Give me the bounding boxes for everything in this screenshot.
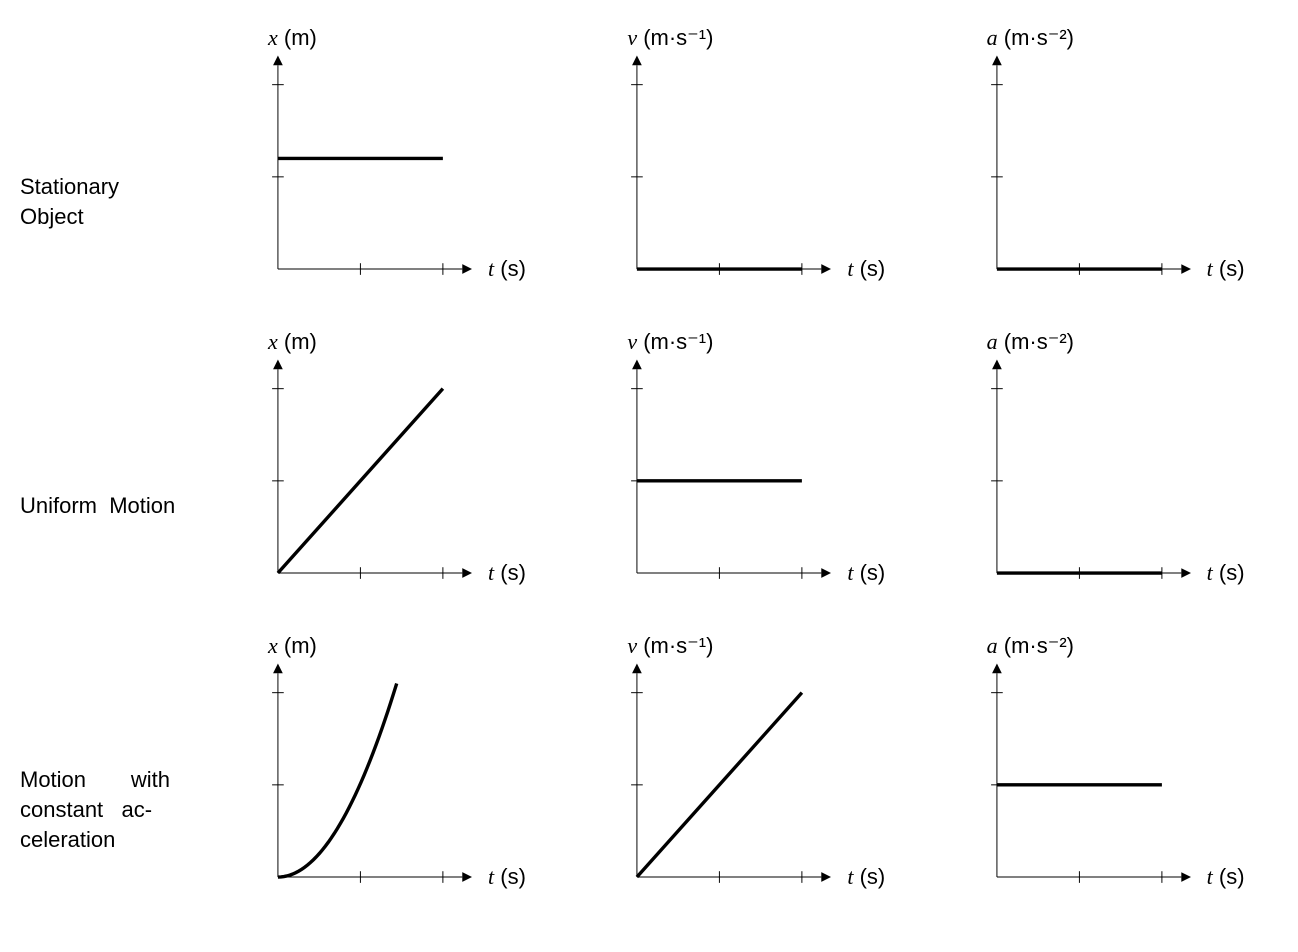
row-label: Uniform Motion (20, 324, 200, 628)
plot-cell: a (m·s⁻²) t (s) (929, 628, 1278, 932)
row-label-text: Motion with constant ac-celeration (20, 765, 170, 854)
kinematics-grid: StationaryObject x (m) t (s) v (m·s⁻¹) t (… (20, 20, 1278, 932)
plot-cell: v (m·s⁻¹) t (s) (569, 628, 918, 932)
y-axis-label: a (m·s⁻²) (987, 633, 1074, 659)
x-axis-label: t (s) (488, 864, 526, 890)
x-axis-label: t (s) (847, 864, 885, 890)
x-axis-label: t (s) (847, 560, 885, 586)
plot-cell: a (m·s⁻²) t (s) (929, 324, 1278, 628)
plot-cell: v (m·s⁻¹) t (s) (569, 324, 918, 628)
plot-cell: x (m) t (s) (210, 324, 559, 628)
y-axis-label: v (m·s⁻¹) (627, 633, 713, 659)
row-label: StationaryObject (20, 20, 200, 324)
plot-cell: x (m) t (s) (210, 20, 559, 324)
plot-cell: x (m) t (s) (210, 628, 559, 932)
y-axis-label: x (m) (268, 25, 317, 51)
row-label-text: Uniform Motion (20, 491, 175, 521)
y-axis-label: a (m·s⁻²) (987, 329, 1074, 355)
plot-cell: a (m·s⁻²) t (s) (929, 20, 1278, 324)
plot-cell: v (m·s⁻¹) t (s) (569, 20, 918, 324)
x-axis-label: t (s) (847, 256, 885, 282)
y-axis-label: x (m) (268, 633, 317, 659)
y-axis-label: v (m·s⁻¹) (627, 25, 713, 51)
x-axis-label: t (s) (1207, 256, 1245, 282)
x-axis-label: t (s) (1207, 560, 1245, 586)
y-axis-label: a (m·s⁻²) (987, 25, 1074, 51)
y-axis-label: v (m·s⁻¹) (627, 329, 713, 355)
x-axis-label: t (s) (488, 560, 526, 586)
x-axis-label: t (s) (1207, 864, 1245, 890)
row-label-text: StationaryObject (20, 172, 119, 231)
x-axis-label: t (s) (488, 256, 526, 282)
y-axis-label: x (m) (268, 329, 317, 355)
row-label: Motion with constant ac-celeration (20, 628, 200, 932)
